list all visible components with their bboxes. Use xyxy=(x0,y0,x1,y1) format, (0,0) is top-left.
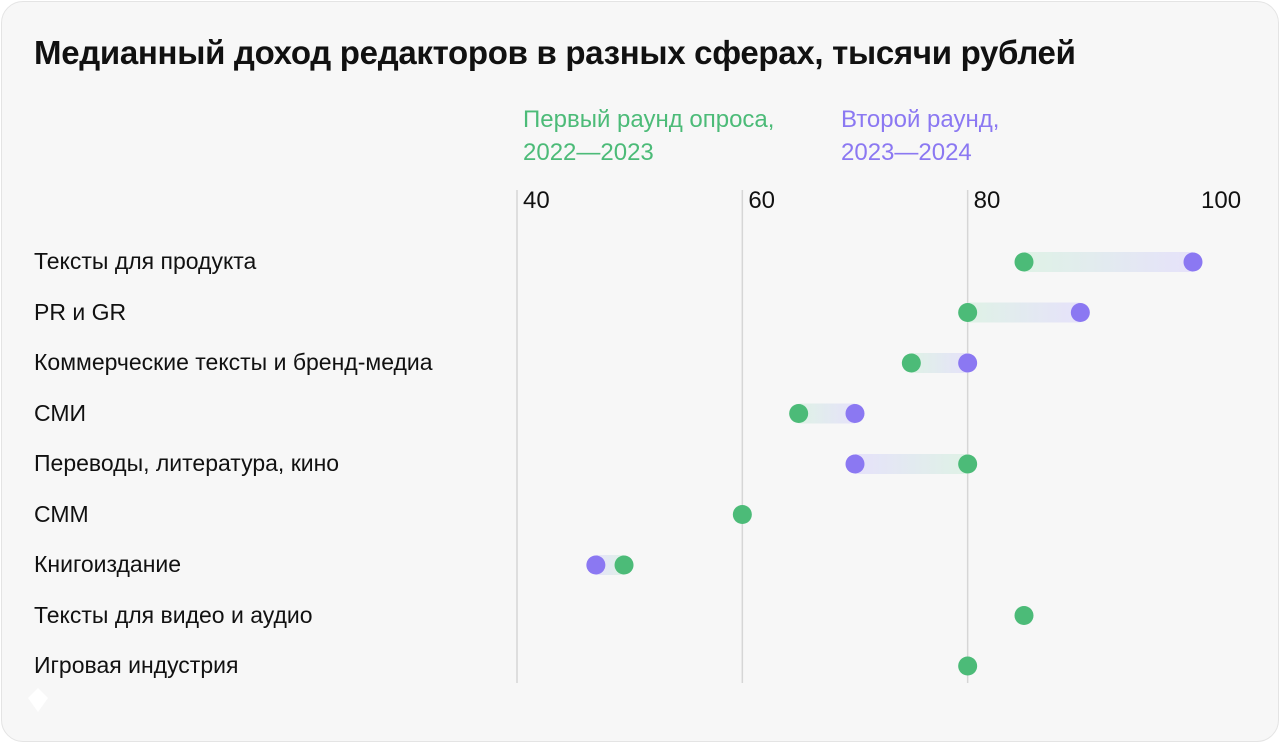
first-round-point xyxy=(614,555,634,575)
second-round-point xyxy=(586,555,606,575)
category-label: PR и GR xyxy=(34,298,127,325)
chart-title: Медианный доход редакторов в разных сфер… xyxy=(34,34,1076,71)
first-round-point xyxy=(1014,606,1034,625)
range-bar xyxy=(798,403,855,424)
x-tick-label: 40 xyxy=(523,187,550,214)
first-round-point xyxy=(901,353,921,373)
category-label: Коммерческие тексты и бренд-медиа xyxy=(34,349,433,375)
second-round-point xyxy=(1183,252,1203,272)
legend-first-round: Первый раунд опроса, 2022—2023 xyxy=(523,103,774,169)
first-round-point xyxy=(732,505,752,524)
legend-first-round-label: Первый раунд опроса, 2022—2023 xyxy=(523,106,775,166)
category-label: Тексты для продукта xyxy=(34,248,257,274)
first-round-point xyxy=(958,656,978,676)
range-bar xyxy=(967,302,1081,323)
category-label: Тексты для видео и аудио xyxy=(34,601,313,628)
legend-second-round-label: Второй раунд, 2023—2024 xyxy=(841,106,1000,166)
category-label: СМИ xyxy=(34,399,87,426)
category-label: СММ xyxy=(34,500,89,527)
x-tick-label: 60 xyxy=(748,187,776,214)
second-round-point xyxy=(1070,303,1090,322)
legend-second-round: Второй раунд, 2023—2024 xyxy=(841,103,999,169)
category-label: Игровая индустрия xyxy=(34,652,239,678)
second-round-point xyxy=(845,454,865,474)
range-bar xyxy=(855,454,968,474)
first-round-point xyxy=(958,303,978,322)
category-label: Книгоиздание xyxy=(34,551,182,577)
range-bar xyxy=(1024,252,1193,272)
category-label: Переводы, литература, кино xyxy=(34,450,340,476)
first-round-point xyxy=(1014,252,1034,272)
second-round-point xyxy=(958,353,978,373)
logo-icon xyxy=(28,688,48,712)
x-tick-label: 80 xyxy=(973,187,1001,214)
x-tick-label: 100 xyxy=(1201,187,1242,214)
second-round-point xyxy=(845,404,865,423)
range-bar xyxy=(911,353,968,373)
first-round-point xyxy=(789,404,809,423)
first-round-point xyxy=(958,454,978,474)
